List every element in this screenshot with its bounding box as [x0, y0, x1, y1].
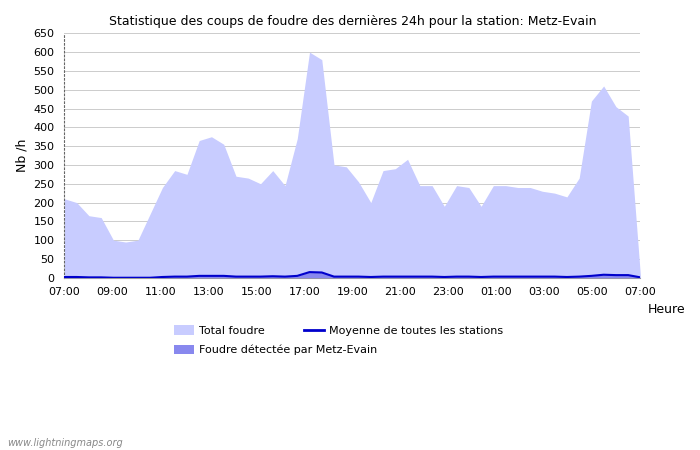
Title: Statistique des coups de foudre des dernières 24h pour la station: Metz-Evain: Statistique des coups de foudre des dern…: [108, 15, 596, 28]
Text: www.lightningmaps.org: www.lightningmaps.org: [7, 438, 122, 448]
Text: Heure: Heure: [648, 303, 685, 316]
Y-axis label: Nb /h: Nb /h: [15, 139, 28, 172]
Legend: Foudre détectée par Metz-Evain: Foudre détectée par Metz-Evain: [174, 345, 377, 356]
